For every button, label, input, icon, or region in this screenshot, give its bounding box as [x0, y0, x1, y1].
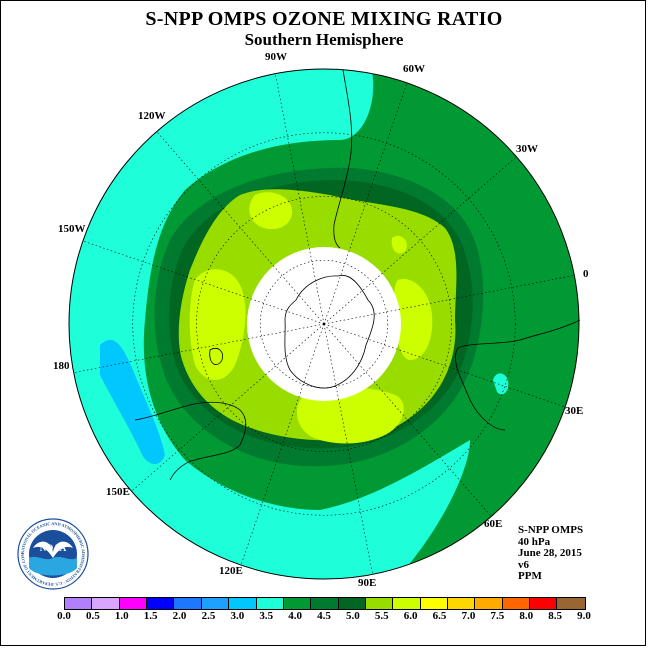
lon-label-150w: 150W	[58, 223, 86, 235]
info-instrument: S-NPP OMPS	[518, 524, 584, 536]
colorbar-tick-label: 6.5	[432, 610, 447, 622]
lon-label-120e: 120E	[219, 565, 243, 577]
meridian-line	[240, 323, 325, 566]
colorbar-tick-label: 4.0	[288, 610, 302, 622]
ozone-contour-6.0-east	[394, 279, 433, 360]
colorbar-tick-label: 8.5	[548, 610, 562, 622]
colorbar-tick-label: 2.0	[172, 610, 187, 622]
ozone-contour-6.0-west	[189, 269, 246, 380]
lon-label-90e: 90E	[358, 577, 377, 589]
colorbar-tick-label: 0.5	[86, 610, 100, 622]
colorbar-swatch	[201, 598, 230, 609]
meridian-line	[323, 323, 566, 408]
colorbar-swatch	[475, 598, 503, 609]
info-units: PPM	[518, 570, 542, 582]
noaa-logo-text: NOAA	[40, 543, 67, 553]
lon-label-90w: 90W	[265, 51, 287, 63]
meridian-line	[82, 240, 325, 325]
australia-coastline	[134, 401, 247, 481]
south-america-coastline	[333, 69, 353, 249]
colorbar-tick-label: 7.0	[461, 610, 476, 622]
lon-label-30w: 30W	[516, 143, 538, 155]
colorbar-swatch	[174, 598, 202, 609]
lon-label-180: 180	[53, 360, 70, 372]
africa-coastline	[454, 319, 581, 431]
info-date: June 28, 2015	[518, 547, 582, 559]
map-border	[68, 68, 580, 580]
colorbar-swatch	[338, 598, 366, 609]
info-pressure: 40 hPa	[518, 535, 551, 548]
colorbar-swatch	[256, 598, 284, 609]
meridian-line	[323, 323, 373, 575]
meridian-line	[323, 275, 575, 325]
colorbar-tick-label: 7.5	[490, 610, 505, 622]
colorbar-tick-label: 6.0	[403, 610, 418, 622]
colorbar-swatch	[530, 598, 558, 609]
lon-label-60w: 60W	[403, 63, 425, 75]
colorbar-tick-label: 9.0	[577, 610, 591, 622]
map-title: S-NPP OMPS OZONE MIXING RATIO	[145, 8, 503, 30]
colorbar-swatch	[311, 598, 339, 609]
colorbar-swatch	[65, 598, 93, 609]
colorbar-tick-label: 5.0	[346, 610, 360, 622]
lon-label-120w: 120W	[138, 110, 166, 122]
colorbar-swatch	[448, 598, 476, 609]
graticule	[73, 73, 575, 575]
colorbar-tick-label: 8.0	[519, 610, 534, 622]
ozone-contour-3.0	[100, 339, 165, 465]
colorbar-swatch	[119, 598, 148, 609]
colorbar-tick-label: 4.5	[317, 610, 331, 622]
colorbar-tick-label: 2.5	[201, 610, 216, 622]
meridian-line	[73, 323, 325, 373]
colorbar-tick-label: 3.5	[259, 610, 274, 622]
colorbar-swatch	[393, 598, 421, 609]
ozone-contour-6.0-south	[296, 387, 404, 444]
info-version: v6	[518, 558, 529, 571]
colorbar-tick-label: 1.0	[114, 610, 129, 622]
antarctica-coastline	[284, 274, 375, 389]
ozone-contour-6.0-ne	[391, 235, 407, 254]
colorbar-ticks: 0.0 0.5 1.0 1.5 2.0 2.5 3.0 3.5 4.0 4.5 5.0 5.5 6.0 6…	[57, 610, 591, 624]
colorbar-swatch	[420, 598, 449, 609]
colorbar-swatch	[283, 598, 312, 609]
meridian-line	[156, 131, 325, 325]
colorbar-swatch	[147, 598, 175, 609]
colorbar-swatch	[365, 598, 394, 609]
colorbar-swatch	[229, 598, 257, 609]
colorbar-tick-label: 5.5	[374, 610, 389, 622]
noaa-logo: NATIONAL OCEANIC AND ATMOSPHERIC ADMINIS…	[17, 518, 89, 590]
colorbar	[64, 597, 586, 610]
meridian-line	[323, 323, 492, 517]
colorbar-tick-label: 0.0	[57, 610, 71, 622]
colorbar-swatch	[92, 598, 120, 609]
lon-label-30e: 30E	[565, 405, 584, 417]
meridian-line	[323, 156, 517, 325]
coastlines	[134, 69, 581, 481]
colorbar-tick-label: 1.5	[143, 610, 158, 622]
colorbar-swatch	[557, 598, 585, 609]
product-info: S-NPP OMPS 40 hPa June 28, 2015 v6 PPM	[518, 524, 584, 583]
lon-label-150e: 150E	[106, 486, 130, 498]
colorbar-swatch	[502, 598, 531, 609]
lon-label-60e: 60E	[484, 518, 503, 530]
meridian-line	[275, 73, 325, 325]
ozone-contour-3.5-island	[493, 373, 509, 395]
map-subtitle: Southern Hemisphere	[244, 30, 404, 49]
new-zealand-coastline	[209, 347, 224, 365]
meridian-line	[323, 82, 408, 325]
lon-label-0: 0	[583, 268, 589, 280]
meridian-line	[131, 323, 325, 492]
ozone-contour-6.0-north	[249, 192, 293, 230]
colorbar-tick-label: 3.0	[230, 610, 245, 622]
